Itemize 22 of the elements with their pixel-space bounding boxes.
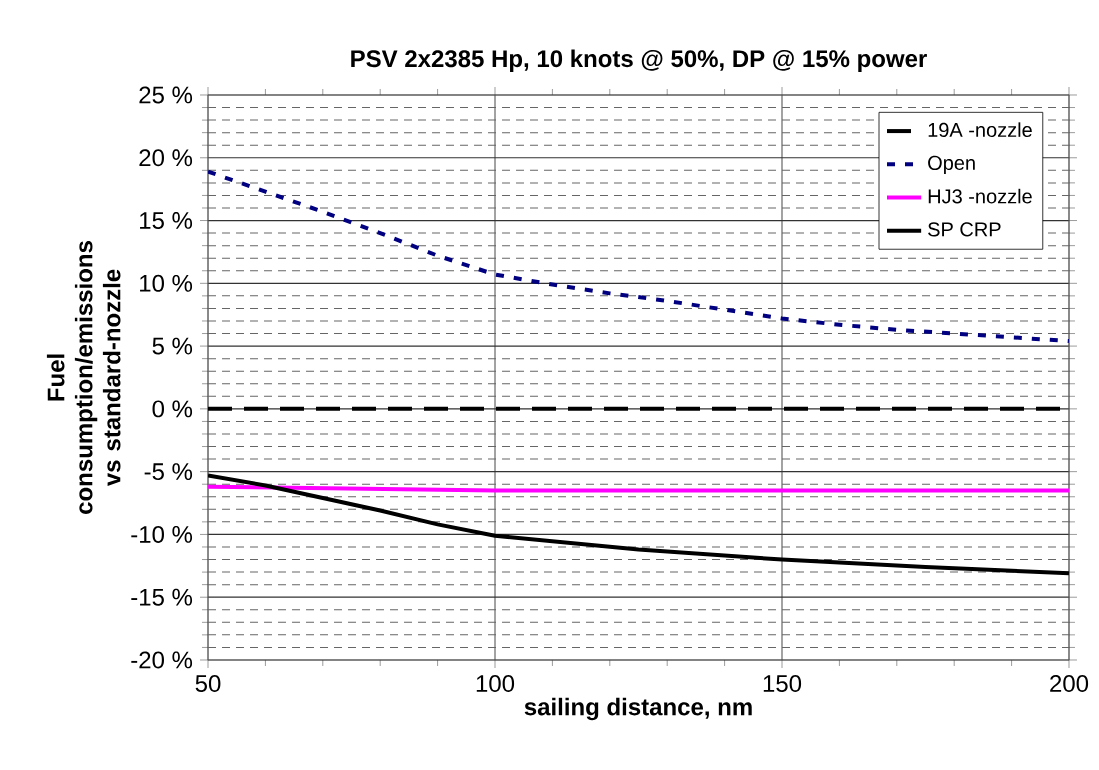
y-tick-label: -15 % <box>131 588 193 606</box>
y-tick-label: 0 % <box>152 400 193 418</box>
legend-label: SP CRP <box>928 222 1001 237</box>
x-axis-title: sailing distance, nm <box>524 697 752 721</box>
y-tick-label: 10 % <box>140 274 193 292</box>
y-axis-title: Fuel consumption/emissions vs standard-nozzle <box>46 241 121 514</box>
y-tick-label: 25 % <box>139 86 193 104</box>
x-tick-label: 200 <box>1050 675 1089 693</box>
y-tick-label: 5 % <box>152 337 193 355</box>
y-tick-label: 20 % <box>139 149 193 167</box>
legend-label: 19A -nozzle <box>928 122 1032 138</box>
y-tick-label: -10 % <box>131 525 193 543</box>
line-series <box>208 473 1069 576</box>
x-tick-label: 100 <box>476 675 515 693</box>
x-tick-label: 50 <box>195 675 221 693</box>
y-tick-label: 15 % <box>140 212 193 229</box>
legend-label: HJ3 -nozzle <box>928 188 1032 204</box>
x-tick-label: 150 <box>763 675 802 693</box>
y-tick-label: -5 % <box>144 463 193 481</box>
legend-label: Open <box>928 155 975 174</box>
y-tick-label: -20 % <box>131 651 193 669</box>
chart-title: PSV 2x2385 Hp, 10 knots @ 50%, DP @ 15% power <box>351 49 927 72</box>
